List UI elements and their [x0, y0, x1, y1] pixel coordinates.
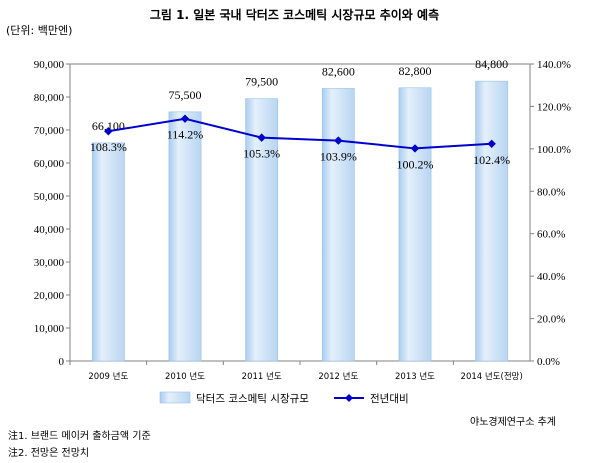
unit-label: (단위: 백만엔) [6, 24, 73, 37]
bar-value-label: 84,800 [475, 57, 508, 71]
x-axis-tick-label: 2013 년도 [395, 371, 435, 382]
x-axis-tick-label: 2010 년도 [165, 371, 205, 382]
line-marker [104, 127, 113, 136]
bar [398, 87, 432, 362]
line-value-label: 103.9% [320, 150, 357, 164]
legend-line-label: 전년대비 [370, 393, 409, 405]
source-label: 야노경제연구소 추계 [470, 417, 556, 428]
x-axis-tick-label: 2014 년도(전망) [461, 371, 523, 382]
right-axis-tick-label: 60.0% [537, 229, 565, 241]
bar [475, 80, 509, 362]
line-value-label: 105.3% [243, 147, 280, 161]
line-value-label: 114.2% [167, 128, 204, 142]
line-value-label: 100.2% [397, 157, 434, 171]
line-marker [334, 136, 343, 145]
line-marker [410, 144, 420, 153]
x-axis-tick-label: 2009 년도 [88, 371, 128, 382]
right-axis-tick-label: 100.0% [537, 144, 571, 156]
growth-line [108, 117, 492, 150]
note-2: 注2. 전망은 전망치 [8, 448, 90, 459]
left-axis-tick-label: 10,000 [34, 323, 65, 335]
left-axis-tick-label: 70,000 [34, 125, 65, 137]
line-marker [487, 139, 496, 148]
bar-value-label: 82,800 [399, 64, 432, 78]
x-axis-tick-label: 2011 년도 [242, 371, 282, 382]
bar [168, 111, 202, 362]
legend-bar-label: 닥터즈 코스메틱 시장규모 [196, 393, 309, 405]
left-axis-tick-label: 0 [59, 356, 65, 368]
bar-value-label: 79,500 [245, 75, 278, 89]
legend-line-marker [345, 394, 353, 402]
plot-area [69, 63, 531, 362]
right-axis-tick-label: 120.0% [537, 101, 571, 113]
legend-bar-swatch [159, 391, 191, 404]
right-axis-tick-label: 0.0% [537, 356, 560, 368]
note-1: 注1. 브랜드 메이커 출하금액 기준 [8, 431, 151, 442]
right-axis-tick-label: 140.0% [537, 59, 571, 71]
left-axis-tick-label: 90,000 [34, 59, 65, 71]
left-axis-tick-label: 30,000 [34, 257, 65, 269]
left-axis-tick-label: 40,000 [34, 224, 65, 236]
right-axis-tick-label: 40.0% [537, 271, 565, 283]
left-axis-tick-label: 20,000 [34, 290, 65, 302]
bar [321, 88, 355, 362]
left-axis-tick-label: 60,000 [34, 158, 65, 170]
left-axis-tick-label: 50,000 [34, 191, 65, 203]
right-axis-tick-label: 80.0% [537, 186, 565, 198]
line-marker [180, 114, 190, 123]
bar-value-label: 82,600 [322, 64, 355, 78]
chart-title: 그림 1. 일본 국내 닥터즈 코스메틱 시장규모 추이와 예측 [149, 8, 440, 22]
right-axis-tick-label: 20.0% [537, 314, 565, 326]
x-axis-tick-label: 2012 년도 [318, 371, 358, 382]
bar-value-label: 75,500 [169, 88, 202, 102]
bar [245, 98, 279, 362]
line-marker [257, 133, 266, 142]
line-value-label: 102.4% [473, 153, 510, 167]
line-value-label: 108.3% [90, 140, 127, 154]
left-axis-tick-label: 80,000 [34, 92, 65, 104]
bar [91, 142, 125, 362]
